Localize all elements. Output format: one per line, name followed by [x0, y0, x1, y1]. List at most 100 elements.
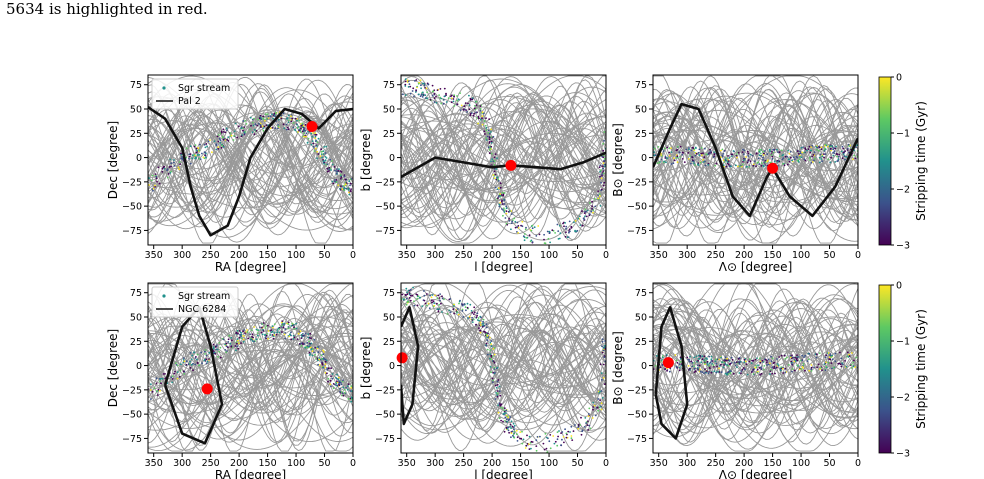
stream-point	[298, 343, 301, 345]
stream-point	[515, 429, 518, 432]
stream-point	[272, 117, 275, 120]
stream-point	[318, 357, 321, 359]
stream-point	[709, 152, 711, 155]
stream-point	[310, 346, 312, 349]
stream-point	[766, 153, 769, 156]
stream-point	[307, 345, 310, 348]
stream-point	[665, 157, 668, 159]
stream-point	[777, 151, 779, 154]
stream-point	[490, 358, 492, 360]
stream-point	[499, 403, 501, 406]
stream-point	[158, 182, 161, 185]
colorbar-tick-label: 0	[896, 73, 902, 84]
stream-point	[330, 385, 332, 388]
stream-point	[771, 151, 773, 153]
stream-point	[544, 432, 547, 435]
stream-point	[561, 431, 564, 433]
stream-point	[560, 432, 562, 434]
y-axis-label: b [degree]	[359, 129, 373, 192]
y-tick-label: −50	[122, 202, 142, 213]
stream-point	[516, 433, 518, 436]
stream-point	[490, 152, 493, 155]
stream-point	[738, 356, 741, 359]
stream-point	[505, 212, 508, 215]
stream-point	[317, 153, 320, 155]
stream-point	[720, 156, 722, 159]
stream-point	[222, 138, 225, 141]
stream-point	[660, 359, 663, 361]
stream-point	[206, 145, 209, 148]
stream-point	[166, 168, 169, 171]
stream-point	[453, 95, 455, 98]
stream-point	[436, 302, 438, 305]
stream-point	[691, 365, 694, 368]
stream-point	[467, 317, 469, 319]
stream-point	[509, 425, 511, 428]
stream-point	[598, 392, 601, 394]
stream-point	[242, 120, 245, 122]
stream-point	[531, 441, 534, 443]
y-tick-label: 75	[383, 288, 395, 299]
stream-point	[779, 369, 782, 372]
stream-point	[791, 159, 793, 162]
stream-point	[217, 148, 220, 150]
stream-point	[476, 312, 479, 315]
stream-point	[840, 150, 843, 153]
stream-point	[830, 147, 832, 150]
stream-point	[330, 375, 332, 377]
stream-point	[589, 427, 592, 430]
stream-point	[801, 365, 804, 368]
stream-point	[760, 162, 763, 164]
stream-point	[701, 371, 704, 374]
stream-point	[548, 232, 551, 235]
stream-point	[603, 157, 606, 160]
stream-point	[296, 126, 299, 129]
stream-point	[831, 354, 834, 357]
stream-point	[192, 369, 194, 372]
stream-point	[586, 424, 589, 426]
stream-point	[406, 293, 409, 296]
stream-point	[583, 212, 586, 215]
stream-point	[495, 386, 498, 389]
stream-point	[409, 299, 412, 302]
stream-point	[436, 89, 439, 91]
stream-point	[545, 436, 548, 439]
stream-point	[788, 160, 791, 163]
x-tick-label: 350	[398, 250, 416, 261]
stream-point	[489, 349, 492, 352]
stream-point	[796, 150, 799, 153]
stream-point	[170, 162, 173, 165]
y-tick-label: 0	[389, 153, 395, 164]
stream-point	[488, 118, 491, 120]
stream-point	[721, 148, 724, 151]
stream-point	[211, 151, 213, 154]
stream-point	[806, 360, 809, 362]
stream-point	[215, 348, 218, 351]
stream-point	[431, 90, 434, 93]
stream-point	[571, 439, 574, 441]
stream-point	[226, 138, 229, 141]
stream-point	[258, 122, 260, 125]
stream-point	[237, 332, 239, 335]
stream-point	[233, 130, 236, 133]
stream-point	[668, 151, 671, 154]
stream-point	[283, 127, 286, 130]
stream-point	[508, 220, 511, 222]
stream-point	[429, 294, 431, 297]
stream-point	[670, 163, 673, 165]
stream-point	[233, 135, 236, 137]
stream-point	[217, 134, 220, 137]
stream-point	[173, 372, 176, 375]
stream-point	[485, 323, 488, 326]
stream-point	[601, 174, 603, 177]
stream-point	[516, 440, 519, 442]
stream-point	[592, 406, 594, 408]
stream-point	[473, 313, 475, 315]
stream-point	[499, 404, 502, 407]
stream-point	[501, 208, 503, 210]
stream-point	[240, 337, 243, 340]
stream-point	[150, 398, 152, 400]
stream-point	[852, 158, 854, 161]
stream-point	[315, 133, 318, 136]
stream-point	[266, 333, 269, 335]
